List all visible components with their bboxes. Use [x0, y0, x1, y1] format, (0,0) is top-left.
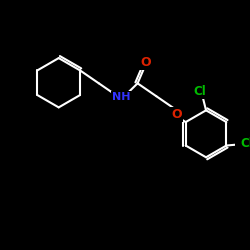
Text: Cl: Cl	[240, 137, 250, 150]
Text: NH: NH	[112, 92, 130, 102]
Text: Cl: Cl	[193, 85, 206, 98]
Text: O: O	[140, 56, 151, 69]
Text: O: O	[171, 108, 181, 121]
